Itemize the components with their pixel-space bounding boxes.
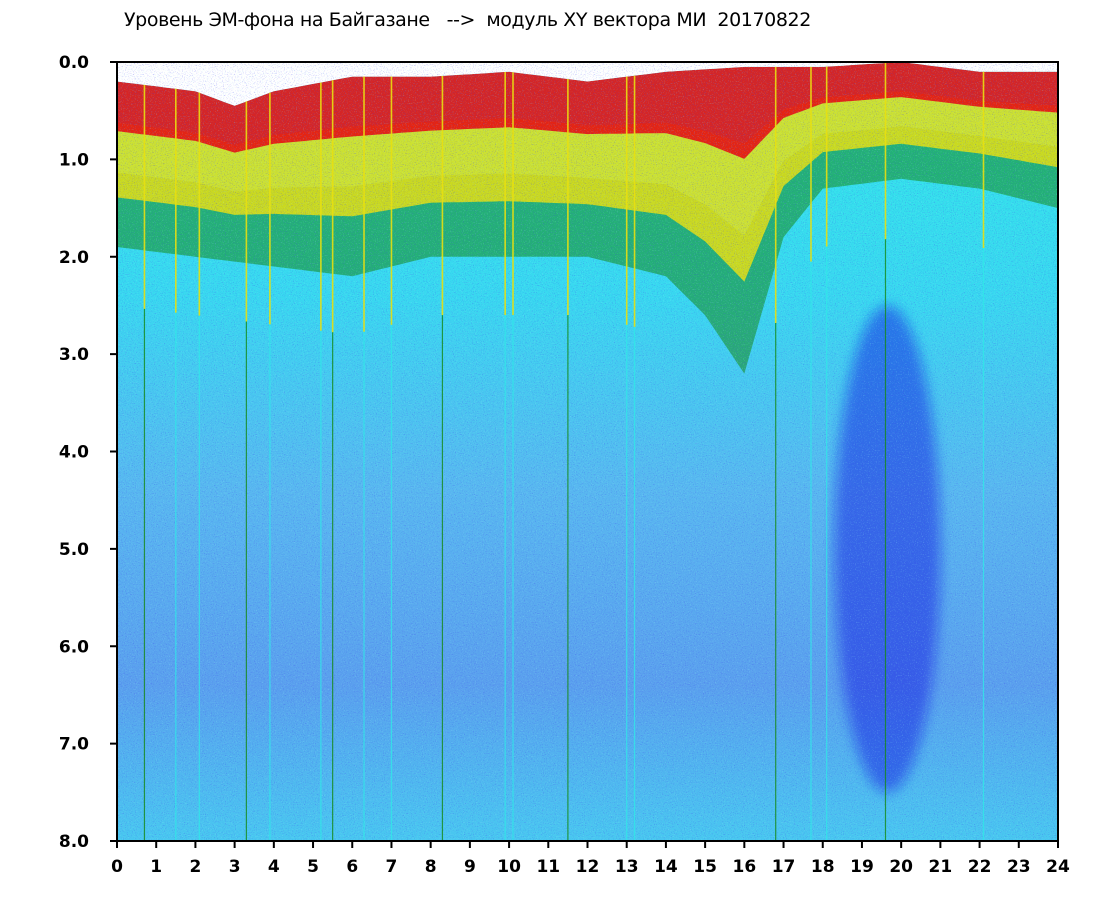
y-tick-label-2: 2.0 (59, 248, 89, 268)
x-tick-label-8: 8 (425, 857, 437, 877)
x-tick-label-22: 22 (968, 857, 992, 877)
y-tick-label-0: 0.0 (59, 53, 89, 73)
axes: 0 1 2 3 4 5 6 7 8 9 10 11 12 13 14 15 16 17 18 19 20 21 22 23 24… (59, 53, 1070, 877)
x-tick-label-10: 10 (497, 857, 521, 877)
x-tick-label-7: 7 (386, 857, 398, 877)
x-tick-label-0: 0 (111, 857, 123, 877)
y-tick-label-5: 5.0 (59, 540, 89, 560)
y-tick-label-1: 1.0 (59, 150, 89, 170)
plot-area (117, 62, 1058, 841)
y-tick-label-7: 7.0 (59, 735, 89, 755)
x-tick-label-20: 20 (889, 857, 913, 877)
noise-light-points (117, 62, 1058, 841)
x-tick-label-11: 11 (536, 857, 560, 877)
y-tick-label-4: 4.0 (59, 443, 89, 463)
x-tick-label-9: 9 (464, 857, 476, 877)
chart-title: Уровень ЭМ-фона на Байгазане --> модуль … (124, 9, 811, 31)
x-tick-label-24: 24 (1046, 857, 1070, 877)
x-tick-label-15: 15 (693, 857, 717, 877)
x-tick-label-13: 13 (615, 857, 639, 877)
x-tick-label-5: 5 (307, 857, 319, 877)
x-tick-label-21: 21 (929, 857, 953, 877)
y-tick-label-8: 8.0 (59, 832, 89, 852)
x-tick-label-14: 14 (654, 857, 678, 877)
x-tick-label-6: 6 (346, 857, 358, 877)
x-tick-label-18: 18 (811, 857, 835, 877)
x-tick-label-23: 23 (1007, 857, 1031, 877)
y-tick-label-3: 3.0 (59, 345, 89, 365)
x-tick-label-3: 3 (229, 857, 241, 877)
x-tick-label-1: 1 (150, 857, 162, 877)
x-tick-label-17: 17 (772, 857, 796, 877)
x-tick-label-16: 16 (732, 857, 756, 877)
x-tick-label-19: 19 (850, 857, 874, 877)
y-tick-label-6: 6.0 (59, 637, 89, 657)
x-tick-label-4: 4 (268, 857, 280, 877)
x-tick-label-12: 12 (576, 857, 600, 877)
x-tick-label-2: 2 (189, 857, 201, 877)
